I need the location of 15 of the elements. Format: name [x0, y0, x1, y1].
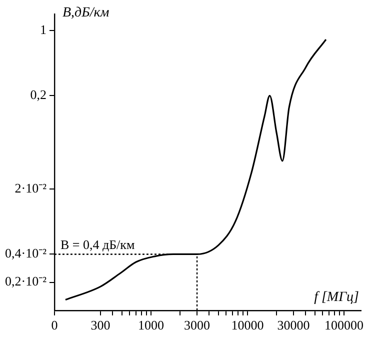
x-tick-label: 1000 — [138, 318, 164, 333]
x-tick-label: 300 — [90, 318, 110, 333]
x-tick-label: 10000 — [231, 318, 264, 333]
x-axis-title: f [МГц] — [314, 290, 359, 306]
y-axis-title: B,дБ/км — [62, 6, 110, 21]
x-tick-label: 3000 — [184, 318, 210, 333]
y-tick-label: 1 — [40, 22, 46, 37]
x-tick-label: 100000 — [324, 318, 364, 333]
ref-line-label: B = 0,4 дБ/км — [60, 237, 135, 252]
y-tick-label: 0,2·10⁻² — [4, 274, 47, 289]
y-tick-label: 0,4·10⁻² — [4, 246, 47, 261]
y-tick-label: 2·10⁻² — [14, 180, 47, 196]
y-tick-label: 0,2 — [30, 87, 46, 102]
x-tick-label: 0 — [51, 318, 58, 333]
x-tick-label: 30000 — [277, 318, 310, 333]
